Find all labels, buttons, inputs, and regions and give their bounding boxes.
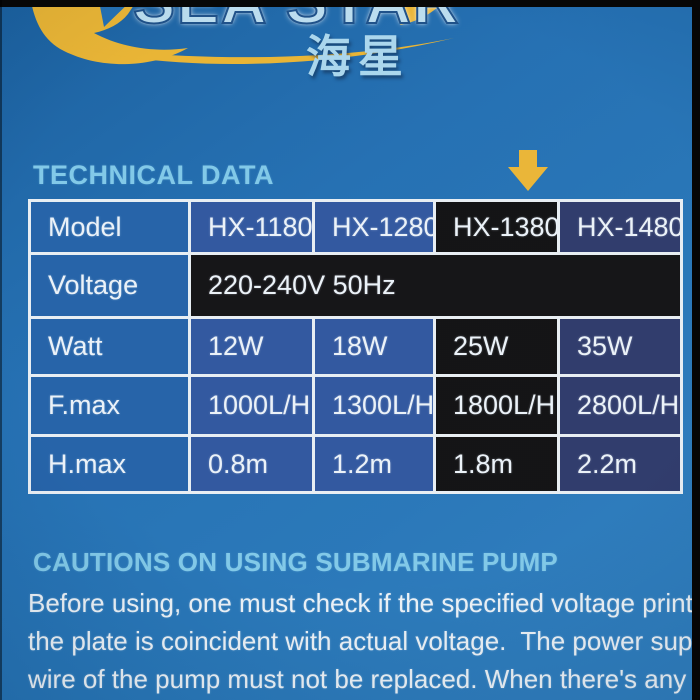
- row-label-watt: Watt: [28, 316, 191, 377]
- cautions-paragraph: Before using, one must check if the spec…: [28, 584, 700, 698]
- watt-value-cell: 18W: [312, 316, 436, 377]
- row-label-model: Model: [28, 199, 191, 255]
- photo-edge-left: [0, 0, 2, 700]
- voltage-value-cell: 220-240V 50Hz: [188, 252, 683, 319]
- technical-data-heading: TECHNICAL DATA: [33, 160, 274, 190]
- down-arrow-icon: [508, 150, 548, 191]
- row-label-hmax: H.max: [28, 434, 191, 494]
- cautions-line: the plate is coincident with actual volt…: [28, 626, 700, 656]
- row-label-fmax: F.max: [28, 374, 191, 437]
- watt-value-cell: 35W: [557, 316, 683, 377]
- fmax-value-cell-highlighted: 1800L/H: [433, 374, 560, 437]
- table-row-voltage: Voltage 220-240V 50Hz: [28, 252, 683, 319]
- cautions-line: Before using, one must check if the spec…: [28, 588, 700, 618]
- model-header-hx1280: HX-1280: [312, 199, 436, 255]
- table-row-model: Model HX-1180 HX-1280 HX-1380 HX-1480: [28, 199, 683, 255]
- hmax-value-cell: 2.2m: [557, 434, 683, 494]
- table-row-watt: Watt 12W 18W 25W 35W: [28, 316, 683, 377]
- photo-edge-right: [692, 0, 700, 700]
- model-header-hx1480: HX-1480: [557, 199, 683, 255]
- watt-value-cell: 12W: [188, 316, 315, 377]
- brand-logo: SEA STAR 海星: [0, 0, 480, 110]
- row-label-voltage: Voltage: [28, 252, 191, 319]
- brand-chinese: 海星: [306, 30, 411, 83]
- hmax-value-cell: 0.8m: [188, 434, 315, 494]
- fmax-value-cell: 1300L/H: [312, 374, 436, 437]
- fmax-value-cell: 2800L/H: [557, 374, 683, 437]
- cautions-line: wire of the pump must not be replaced. W…: [28, 664, 700, 694]
- watt-value-cell-highlighted: 25W: [433, 316, 560, 377]
- model-header-hx1380-highlighted: HX-1380: [433, 199, 560, 255]
- hmax-value-cell-highlighted: 1.8m: [433, 434, 560, 494]
- technical-data-table: Model HX-1180 HX-1280 HX-1380 HX-1480 Vo…: [28, 199, 683, 494]
- hmax-value-cell: 1.2m: [312, 434, 436, 494]
- model-header-hx1180: HX-1180: [188, 199, 315, 255]
- photo-edge-top: [0, 0, 700, 7]
- table-row-fmax: F.max 1000L/H 1300L/H 1800L/H 2800L/H: [28, 374, 683, 437]
- fmax-value-cell: 1000L/H: [188, 374, 315, 437]
- table-row-hmax: H.max 0.8m 1.2m 1.8m 2.2m: [28, 434, 683, 494]
- cautions-heading: CAUTIONS ON USING SUBMARINE PUMP: [33, 547, 558, 577]
